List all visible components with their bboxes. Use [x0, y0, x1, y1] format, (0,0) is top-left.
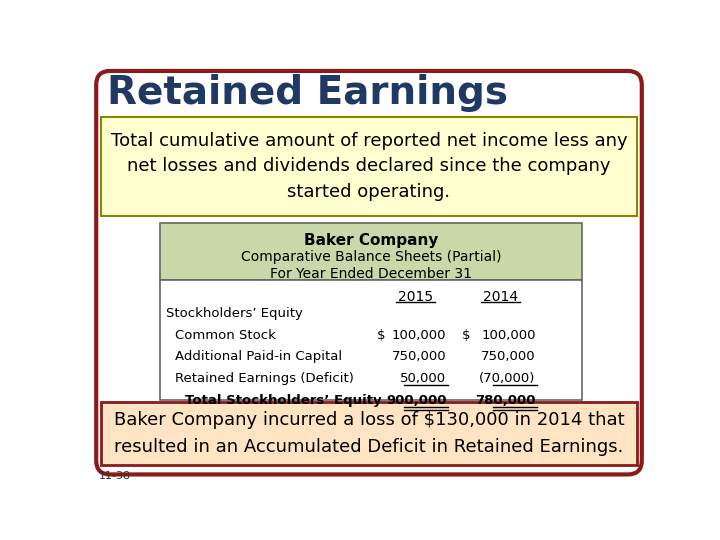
Text: Stockholders’ Equity: Stockholders’ Equity	[166, 307, 303, 320]
Text: For Year Ended December 31: For Year Ended December 31	[270, 267, 472, 281]
FancyBboxPatch shape	[160, 280, 582, 400]
Text: 100,000: 100,000	[392, 329, 446, 342]
Text: $: $	[462, 329, 470, 342]
FancyBboxPatch shape	[101, 117, 637, 215]
Text: Total cumulative amount of reported net income less any
net losses and dividends: Total cumulative amount of reported net …	[111, 132, 627, 201]
Text: 100,000: 100,000	[481, 329, 536, 342]
FancyBboxPatch shape	[101, 402, 637, 465]
Text: 900,000: 900,000	[386, 394, 446, 407]
FancyBboxPatch shape	[160, 222, 582, 280]
Text: 750,000: 750,000	[392, 350, 446, 363]
Text: Common Stock: Common Stock	[175, 329, 276, 342]
Text: Comparative Balance Sheets (Partial): Comparative Balance Sheets (Partial)	[240, 251, 501, 265]
Text: Total Stockholders’ Equity: Total Stockholders’ Equity	[184, 394, 381, 407]
Text: Additional Paid-in Capital: Additional Paid-in Capital	[175, 350, 343, 363]
Text: (70,000): (70,000)	[480, 372, 536, 385]
Text: 11-38: 11-38	[99, 471, 132, 481]
Text: 780,000: 780,000	[475, 394, 536, 407]
Text: Retained Earnings (Deficit): Retained Earnings (Deficit)	[175, 372, 354, 385]
Text: 2014: 2014	[483, 289, 518, 303]
Text: $: $	[377, 329, 385, 342]
Text: 2015: 2015	[398, 289, 433, 303]
Text: 50,000: 50,000	[400, 372, 446, 385]
Text: Retained Earnings: Retained Earnings	[107, 74, 508, 112]
Text: 750,000: 750,000	[481, 350, 536, 363]
Text: Baker Company incurred a loss of $130,000 in 2014 that
resulted in an Accumulate: Baker Company incurred a loss of $130,00…	[114, 411, 624, 456]
Text: Baker Company: Baker Company	[304, 233, 438, 248]
FancyBboxPatch shape	[96, 71, 642, 475]
